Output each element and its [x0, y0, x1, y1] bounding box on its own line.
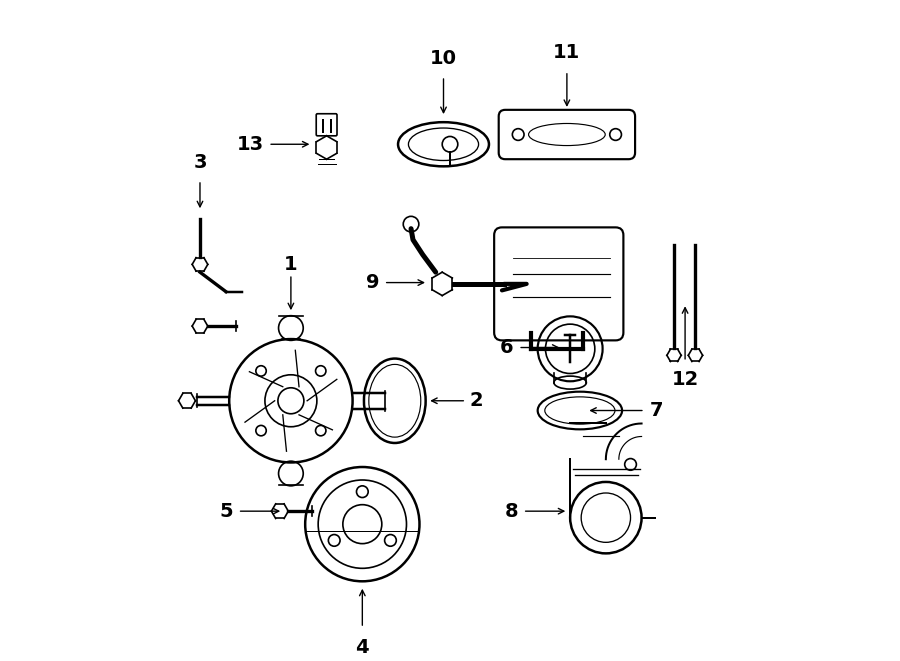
Text: 12: 12 — [671, 370, 698, 389]
Text: 3: 3 — [194, 153, 207, 172]
Text: 9: 9 — [365, 273, 379, 292]
Text: 2: 2 — [470, 391, 483, 410]
Text: 11: 11 — [554, 43, 580, 61]
Text: 10: 10 — [430, 49, 457, 67]
Text: 5: 5 — [220, 502, 233, 521]
Text: 6: 6 — [500, 338, 514, 357]
Text: 1: 1 — [284, 255, 298, 274]
Text: 8: 8 — [505, 502, 518, 521]
Text: 7: 7 — [650, 401, 663, 420]
Text: 13: 13 — [237, 135, 264, 154]
Text: 4: 4 — [356, 638, 369, 657]
